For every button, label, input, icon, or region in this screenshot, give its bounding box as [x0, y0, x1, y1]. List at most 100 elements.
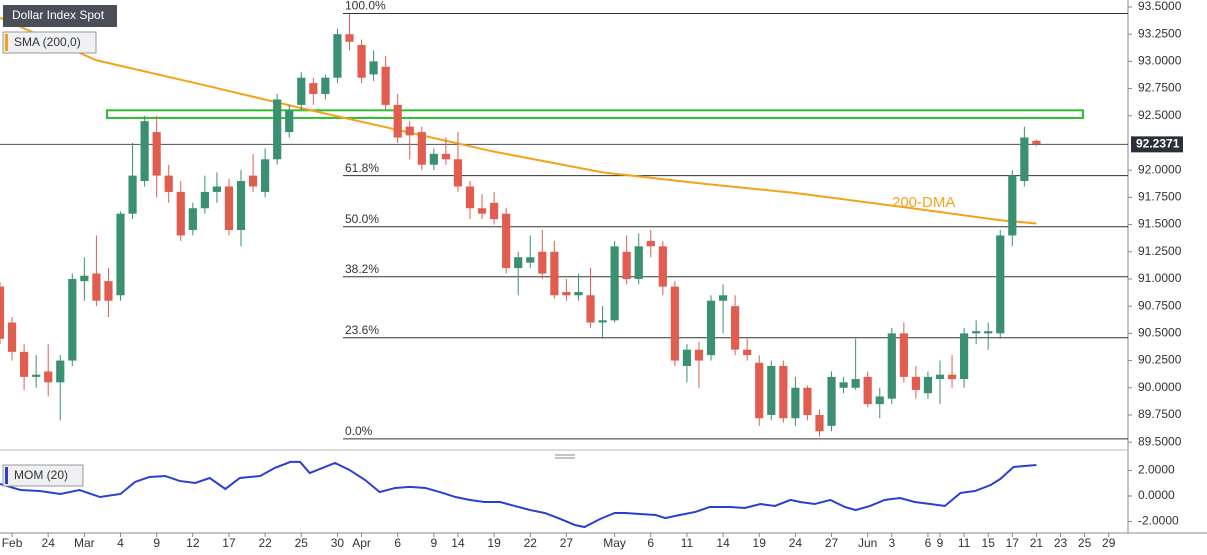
- candle-body: [309, 83, 318, 95]
- candle-body: [164, 175, 173, 192]
- y-tick-label: 89.5000: [1138, 434, 1182, 448]
- candle-body: [152, 132, 161, 176]
- candle-body: [7, 322, 17, 352]
- x-tick-label: 9: [153, 536, 160, 550]
- candle-body: [779, 366, 788, 419]
- y-tick-label: 91.0000: [1138, 271, 1182, 285]
- last-price-tag: [1131, 136, 1183, 153]
- candle-body: [357, 45, 366, 78]
- candle-body: [80, 275, 89, 282]
- candle-body: [92, 273, 101, 301]
- x-tick-label: 6: [925, 536, 932, 550]
- x-tick-label: 17: [1006, 536, 1020, 550]
- candle-body: [743, 349, 752, 356]
- y-tick-label: 92.0000: [1138, 162, 1182, 176]
- candle-body: [706, 300, 716, 356]
- candle-body: [610, 246, 619, 321]
- candle-body: [550, 251, 559, 296]
- x-tick-label: 27: [560, 536, 574, 550]
- candle-body: [1020, 137, 1029, 182]
- candle-body: [646, 240, 655, 247]
- y-tick-label: 90.0000: [1138, 380, 1182, 394]
- candle-body: [839, 382, 848, 388]
- candle-body: [935, 374, 945, 380]
- x-tick-label: 22: [258, 536, 272, 550]
- candle-body: [562, 292, 571, 296]
- candle-body: [20, 351, 29, 377]
- candle-body: [32, 374, 41, 377]
- annotation: 200-DMA: [892, 194, 955, 211]
- sma-line: [0, 16, 1037, 225]
- candle-body: [755, 362, 764, 419]
- candle-body: [622, 251, 631, 279]
- candle-body: [236, 181, 246, 231]
- x-tick-label: 4: [117, 536, 124, 550]
- candle-body: [188, 208, 197, 231]
- mom-line: [0, 460, 1037, 529]
- x-tick-label: 24: [789, 536, 803, 550]
- y-tick-label: 92.7500: [1138, 81, 1182, 95]
- x-tick-label: 25: [1078, 536, 1092, 550]
- x-tick-label: 15: [982, 536, 996, 550]
- candle-body: [731, 306, 740, 350]
- candle-body: [694, 349, 704, 361]
- candle-body: [984, 331, 993, 334]
- candle-body: [923, 376, 933, 394]
- last-price-label: 92.2371: [1136, 137, 1180, 151]
- candle-body: [297, 77, 306, 105]
- x-tick-label: 14: [716, 536, 730, 550]
- resistance-zone: [106, 109, 1084, 119]
- x-tick-label: Jun: [858, 536, 877, 550]
- x-tick-label: 19: [753, 536, 767, 550]
- candle-body: [682, 349, 692, 367]
- candle-body: [911, 376, 920, 390]
- candle-body: [767, 366, 776, 415]
- candle-body: [333, 34, 342, 78]
- x-tick-label: 9: [937, 536, 944, 550]
- y-tick-label: 91.2500: [1138, 244, 1182, 258]
- candle-body: [502, 213, 511, 269]
- candle-body: [273, 99, 282, 160]
- candle-body: [0, 286, 5, 339]
- candle-body: [285, 110, 294, 133]
- candle-body: [128, 175, 137, 214]
- x-tick-label: 17: [222, 536, 236, 550]
- legend-title: Dollar Index Spot: [12, 8, 105, 22]
- x-tick-label: 11: [958, 536, 971, 550]
- candle-body: [212, 186, 222, 192]
- x-tick-label: 23: [1054, 536, 1068, 550]
- x-tick-label: 29: [1102, 536, 1116, 550]
- x-tick-label: 27: [825, 536, 839, 550]
- x-tick-label: 6: [647, 536, 654, 550]
- legend-sma: SMA (200,0): [14, 35, 81, 49]
- x-tick-label: 3: [888, 536, 895, 550]
- candle-body: [899, 333, 908, 377]
- candle-body: [670, 286, 679, 361]
- candle-body: [875, 396, 884, 405]
- candle-body: [441, 153, 450, 160]
- legend-swatch: [5, 467, 8, 484]
- candle-body: [1008, 175, 1017, 236]
- x-tick-label: Apr: [352, 536, 371, 550]
- candle-body: [429, 153, 438, 165]
- candle-body: [960, 333, 969, 380]
- candle-body: [815, 414, 824, 432]
- panel-handle: [555, 454, 575, 459]
- candle-body: [465, 186, 475, 209]
- y-tick-label: 93.5000: [1138, 0, 1182, 13]
- candle-body: [598, 320, 607, 323]
- y-tick-label: 90.2500: [1138, 353, 1182, 367]
- y-tick-label: 92.5000: [1138, 108, 1182, 122]
- candle-body: [345, 34, 354, 42]
- candle-body: [887, 333, 896, 399]
- candle-body: [381, 66, 390, 105]
- x-tick-label: 22: [524, 536, 538, 550]
- x-tick-label: 14: [451, 536, 465, 550]
- candle-body: [803, 387, 812, 415]
- candle-body: [1032, 140, 1041, 145]
- fib-label: 23.6%: [345, 323, 379, 337]
- candle-body: [791, 387, 800, 419]
- candle-body: [477, 208, 487, 214]
- legend-box: [3, 5, 117, 27]
